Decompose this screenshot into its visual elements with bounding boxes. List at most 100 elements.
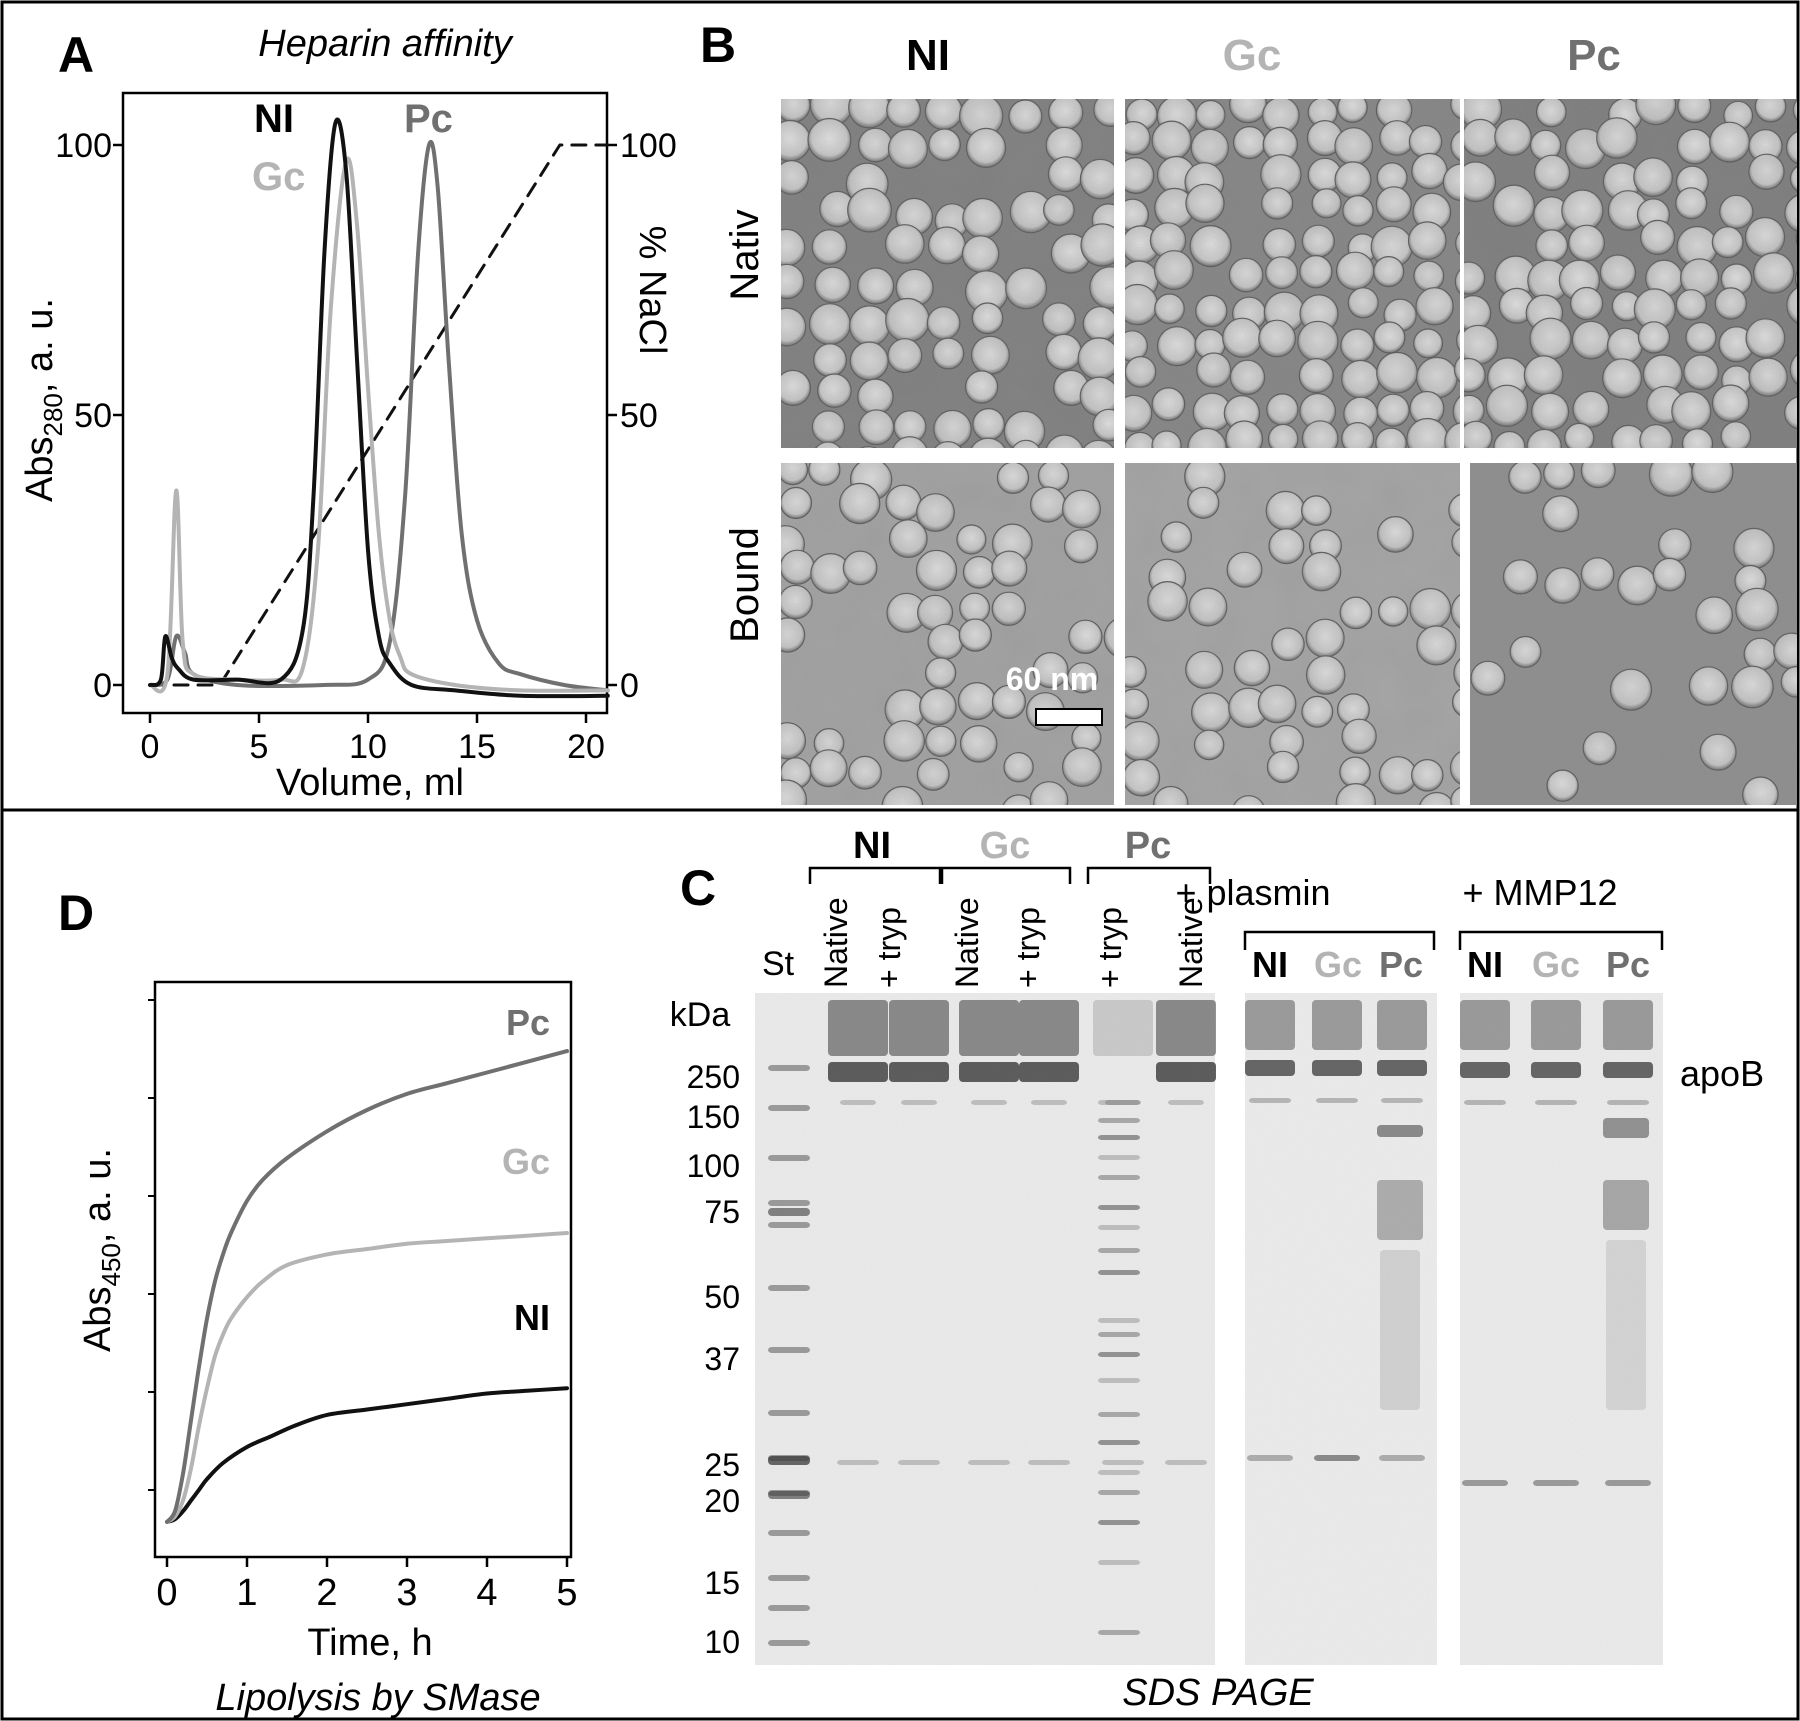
panel-a-xlabel: Volume, ml <box>276 762 464 804</box>
panel-a-ylabel-main: Abs <box>19 436 61 501</box>
panel-a-y2tick-label: 50 <box>620 397 658 435</box>
gel-band <box>971 1100 1007 1105</box>
gel-ladder-band <box>768 1105 810 1111</box>
gel-ladder-band <box>768 1065 810 1071</box>
panel-a-line-pc <box>148 139 610 693</box>
panel-d-line-gc <box>165 1231 569 1524</box>
gel-band <box>1533 1480 1579 1486</box>
gel-apob-band <box>1245 1060 1295 1076</box>
gel-ladder-band <box>768 1200 810 1206</box>
panel-d-series <box>165 1049 569 1524</box>
gel-band <box>1381 1098 1423 1103</box>
panel-d-xtick-label: 0 <box>156 1572 177 1614</box>
gel-fragment-band <box>1098 1490 1140 1495</box>
panel-a-series <box>148 117 610 699</box>
gel-band <box>1031 1100 1067 1105</box>
panel-a-line-ni <box>148 117 610 699</box>
panel-a-ylabel-sub: 280 <box>38 393 68 436</box>
gel-fragment-band <box>1098 1225 1140 1230</box>
panel-a-ytick-label: 100 <box>55 127 112 165</box>
gel-marker-label: 25 <box>704 1447 740 1483</box>
gel-band <box>1105 1100 1141 1105</box>
gel-fragment-band <box>1098 1412 1140 1417</box>
scalebar-label: 60 nm <box>1006 661 1098 697</box>
gel-fragment-band <box>1603 1118 1649 1138</box>
gel-mmp12-label: + MMP12 <box>1462 872 1617 913</box>
gel-group-pc: Pc <box>1125 825 1171 867</box>
gel-ladder-band <box>768 1530 810 1536</box>
panel-d-xtick-label: 3 <box>396 1572 417 1614</box>
gel-group-ni: NI <box>853 825 891 867</box>
panel-d-label-pc: Pc <box>506 1002 550 1043</box>
gel-well-smear <box>889 1000 949 1056</box>
gel-marker-label: 10 <box>704 1624 740 1660</box>
gel-plasmin-pc: Pc <box>1379 944 1423 985</box>
gel-mmp12-pc: Pc <box>1606 944 1650 985</box>
gel-bracket-pc <box>1086 866 1212 884</box>
gel-fragment-band <box>1098 1332 1140 1337</box>
gel-fragment-band <box>1098 1135 1140 1140</box>
gel-apob-band <box>1312 1060 1362 1076</box>
micrograph-ni-bound <box>781 463 1114 805</box>
gel-well-smear <box>1531 1000 1581 1050</box>
panel-a-title: Heparin affinity <box>258 23 513 65</box>
gel-band <box>898 1460 940 1465</box>
micrograph-ni-nativ <box>781 99 1114 448</box>
panel-b: B NI Gc Pc Nativ Bound 60 nm <box>700 17 1797 805</box>
gel-ladder-band <box>768 1605 810 1611</box>
panel-c: C NI Gc Pc Native + tryp Native + tryp +… <box>670 825 1764 1714</box>
gel-band <box>840 1100 876 1105</box>
panel-b-col-pc: Pc <box>1567 31 1621 80</box>
panel-a-ylabel-tail: , a. u. <box>19 298 61 393</box>
gel-unit-label: kDa <box>670 996 731 1034</box>
gel-fragment-band <box>1098 1352 1140 1357</box>
panel-d-ylabel: Abs450, a. u. <box>77 1148 126 1352</box>
gel-apob-band <box>1156 1062 1216 1082</box>
gel-apob-band <box>1019 1062 1079 1082</box>
gel-ladder-band <box>768 1456 810 1465</box>
gel-band <box>1247 1455 1293 1461</box>
gel-lane-label: Native <box>949 897 985 988</box>
gel-mmp12-gc: Gc <box>1532 944 1580 985</box>
gel-apob-band <box>828 1062 888 1082</box>
gel-ladder-band <box>768 1208 810 1216</box>
gel-caption: SDS PAGE <box>1122 1672 1314 1714</box>
panel-b-col-ni: NI <box>906 31 950 80</box>
panel-a-ytick-label: 0 <box>93 667 112 705</box>
gel-band <box>1314 1455 1360 1461</box>
panel-a-xtick-label: 5 <box>250 728 269 766</box>
panel-a-ylabel: Abs280, a. u. <box>19 298 68 502</box>
panel-c-letter: C <box>680 860 716 916</box>
gel-bracket-mmp12 <box>1458 930 1664 950</box>
panel-d-xtick-label: 5 <box>556 1572 577 1614</box>
gel-fragment-band <box>1098 1520 1140 1525</box>
gel-well-smear <box>1245 1000 1295 1050</box>
gel-marker-labels: 250 150 100 75 50 37 25 20 15 10 <box>687 1059 740 1660</box>
gel-ladder-band <box>768 1222 810 1228</box>
panel-a-y2label: % NaCl <box>631 226 673 355</box>
gel-fragment-band <box>1098 1630 1140 1635</box>
panel-a-xticks: 0 5 10 15 20 <box>141 713 605 766</box>
micrograph-gc-bound <box>1125 463 1460 805</box>
gel-lane-label: Native <box>1173 897 1209 988</box>
gel-band <box>1165 1460 1207 1465</box>
micrographs <box>781 99 1797 805</box>
gel-marker-label: 37 <box>704 1341 740 1377</box>
panel-a-letter: A <box>58 27 94 83</box>
gel-well-smear <box>1156 1000 1216 1056</box>
panel-b-row-nativ: Nativ <box>723 209 767 300</box>
panel-d-label-ni: NI <box>514 1297 550 1338</box>
panel-a: A Heparin affinity 0 5 10 15 20 0 50 100… <box>19 23 677 804</box>
gel-fragment-band <box>1098 1100 1140 1105</box>
gel-band <box>1605 1480 1651 1486</box>
gel-fragment-smear <box>1606 1240 1646 1410</box>
gel-band <box>901 1100 937 1105</box>
panel-a-yticks: 0 50 100 0 50 100 <box>55 127 676 705</box>
panel-a-xtick-label: 20 <box>567 728 605 766</box>
gel-marker-label: 20 <box>704 1483 740 1519</box>
panel-a-line-gc <box>148 156 610 694</box>
gel-fragment-band <box>1098 1155 1140 1160</box>
gel-fragment-band <box>1098 1205 1140 1210</box>
panel-d-ylabel-tail: , a. u. <box>77 1148 119 1243</box>
gel-band <box>837 1460 879 1465</box>
